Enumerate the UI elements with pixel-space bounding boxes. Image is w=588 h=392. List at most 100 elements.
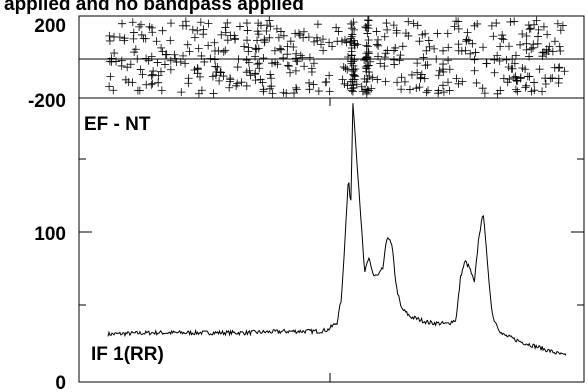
phase-point: [299, 27, 308, 36]
phase-point: [508, 55, 517, 64]
phase-point: [398, 42, 407, 51]
phase-point: [373, 75, 382, 84]
phase-point: [299, 33, 308, 42]
phase-point: [325, 71, 334, 80]
phase-point: [262, 27, 271, 36]
phase-point: [516, 74, 525, 83]
phase-point: [253, 60, 262, 69]
phase-point: [178, 21, 187, 30]
phase-point: [154, 78, 163, 87]
phase-point: [372, 27, 381, 36]
phase-point: [439, 88, 448, 97]
phase-point: [482, 59, 491, 68]
phase-point: [107, 54, 116, 63]
phase-point: [267, 74, 276, 83]
phase-point: [548, 47, 557, 56]
phase-point: [349, 36, 358, 45]
phase-point: [225, 83, 234, 92]
phase-point: [422, 88, 431, 97]
phase-point: [206, 54, 215, 63]
phase-point: [347, 86, 356, 95]
phase-point: [443, 29, 452, 38]
phase-point: [274, 33, 283, 42]
phase-point: [361, 22, 370, 31]
phase-point: [466, 49, 475, 58]
phase-point: [528, 43, 537, 52]
phase-point: [348, 87, 357, 96]
phase-point: [254, 44, 263, 53]
phase-point: [350, 55, 359, 64]
phase-point: [286, 68, 295, 77]
phase-point: [533, 39, 542, 48]
phase-point: [363, 16, 372, 25]
phase-point: [470, 55, 479, 64]
phase-point: [396, 51, 405, 60]
phase-point: [286, 37, 295, 46]
phase-point: [495, 57, 504, 66]
phase-point: [525, 72, 534, 81]
amplitude-series-line: [107, 103, 567, 356]
amplitude-ytick-label-100: 100: [34, 224, 66, 245]
phase-point: [350, 25, 359, 34]
phase-point: [188, 25, 197, 34]
phase-point: [513, 87, 522, 96]
phase-point: [545, 42, 554, 51]
phase-point: [144, 56, 153, 65]
phase-point: [527, 44, 536, 53]
phase-scatter-points: [105, 16, 569, 98]
phase-point: [209, 89, 218, 98]
phase-point: [434, 71, 443, 80]
phase-point: [539, 48, 548, 57]
phase-point: [502, 55, 511, 64]
phase-point: [185, 47, 194, 56]
phase-point: [518, 64, 527, 73]
phase-point: [548, 73, 557, 82]
phase-point: [296, 51, 305, 60]
phase-point: [527, 87, 536, 96]
phase-point: [131, 45, 140, 54]
phase-point: [193, 69, 202, 78]
phase-point: [505, 42, 514, 51]
phase-point: [244, 47, 253, 56]
phase-point: [404, 31, 413, 40]
phase-point: [340, 79, 349, 88]
phase-point: [129, 34, 138, 43]
phase-point: [433, 29, 442, 38]
phase-point: [242, 81, 251, 90]
phase-point: [543, 30, 552, 39]
phase-point: [181, 59, 190, 68]
phase-point: [364, 86, 373, 95]
phase-point: [277, 45, 286, 54]
phase-point: [177, 88, 186, 97]
phase-point: [318, 35, 327, 44]
phase-point: [272, 24, 281, 33]
phase-point: [128, 18, 137, 27]
phase-point: [328, 42, 337, 51]
phase-point: [194, 44, 203, 53]
phase-point: [147, 52, 156, 61]
phase-point: [183, 40, 192, 49]
phase-point: [435, 66, 444, 75]
phase-point: [158, 26, 167, 35]
phase-point: [128, 78, 137, 87]
phase-point: [489, 32, 498, 41]
phase-point: [348, 57, 357, 66]
phase-point: [421, 61, 430, 70]
phase-point: [242, 56, 251, 65]
phase-point: [237, 78, 246, 87]
phase-point: [231, 34, 240, 43]
phase-point: [158, 47, 167, 56]
phase-point: [166, 56, 175, 65]
phase-point: [338, 75, 347, 84]
phase-point: [555, 63, 564, 72]
phase-point: [390, 60, 399, 69]
phase-point: [135, 22, 144, 31]
phase-point: [348, 77, 357, 86]
phase-point: [265, 33, 274, 42]
phase-point: [233, 63, 242, 72]
phase-point: [200, 57, 209, 66]
phase-point: [279, 88, 288, 97]
phase-point: [445, 86, 454, 95]
phase-point: [341, 64, 350, 73]
phase-point: [555, 42, 564, 51]
